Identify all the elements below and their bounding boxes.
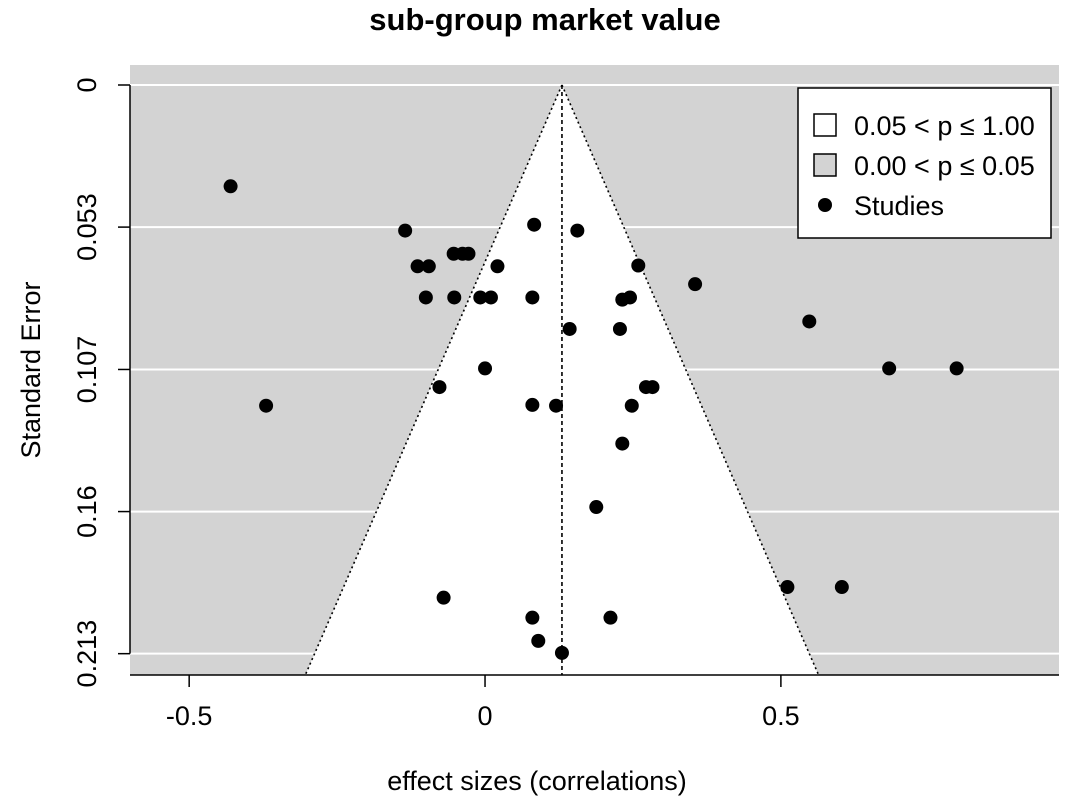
study-point-23 [478, 361, 493, 376]
y-tick-label-2: 0.107 [72, 336, 102, 404]
legend-swatch-1 [813, 153, 837, 177]
study-point-31 [624, 398, 639, 413]
study-point-35 [834, 580, 849, 595]
chart-title: sub-group market value [369, 2, 720, 37]
x-tick-label-0: -0.5 [166, 701, 213, 731]
funnel-boundary-right [561, 84, 820, 676]
legend-label-1: 0.00 < p ≤ 0.05 [854, 151, 1035, 181]
study-point-4 [570, 223, 585, 238]
study-point-29 [525, 397, 540, 412]
study-point-33 [589, 500, 604, 515]
study-point-10 [490, 259, 505, 274]
legend-swatch-2 [818, 198, 832, 212]
study-point-9 [421, 259, 436, 274]
study-point-40 [554, 645, 569, 660]
study-point-30 [549, 398, 564, 413]
study-point-36 [436, 590, 451, 605]
y-tick-label-3: 0.16 [72, 485, 102, 538]
study-point-19 [623, 290, 638, 305]
y-tick-label-0: 0 [72, 77, 102, 92]
study-point-39 [531, 633, 546, 648]
study-point-20 [802, 314, 817, 329]
legend: 0.05 < p ≤ 1.00 0.00 < p ≤ 0.05 Studies [797, 87, 1052, 239]
legend-label-2: Studies [854, 191, 944, 221]
study-point-11 [631, 258, 646, 273]
study-point-25 [949, 361, 964, 376]
study-point-7 [461, 246, 476, 261]
study-point-26 [432, 380, 447, 395]
study-point-13 [418, 290, 433, 305]
study-point-32 [615, 436, 630, 451]
study-point-24 [882, 361, 897, 376]
study-point-37 [525, 610, 540, 625]
study-point-8 [410, 259, 425, 274]
x-tick-label-2: 0.5 [762, 701, 800, 731]
study-point-38 [603, 610, 618, 625]
y-tick-label-4: 0.213 [72, 620, 102, 688]
x-tick-label-1: 0 [478, 701, 493, 731]
study-point-17 [525, 290, 540, 305]
y-axis-title: Standard Error [16, 281, 46, 458]
study-point-34 [780, 580, 795, 595]
study-point-3 [527, 217, 542, 232]
funnel-boundary-left [304, 84, 563, 676]
y-tick-label-1: 0.053 [72, 193, 102, 261]
legend-swatch-0 [813, 113, 837, 137]
study-point-1 [259, 398, 274, 413]
study-point-0 [223, 179, 238, 194]
study-point-14 [447, 290, 462, 305]
study-point-22 [612, 321, 627, 336]
study-point-15 [473, 290, 488, 305]
study-point-2 [398, 223, 413, 238]
legend-box [797, 87, 1052, 239]
study-point-21 [562, 321, 577, 336]
study-point-12 [688, 277, 703, 292]
legend-label-0: 0.05 < p ≤ 1.00 [854, 111, 1035, 141]
study-point-16 [483, 290, 498, 305]
study-point-28 [645, 380, 660, 395]
x-axis-title: effect sizes (correlations) [387, 766, 687, 796]
